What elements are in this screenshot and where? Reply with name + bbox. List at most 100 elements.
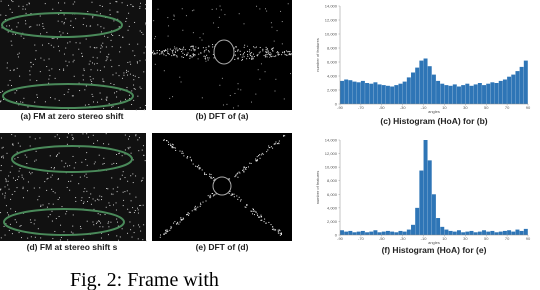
texture-dot [266, 53, 268, 55]
texture-dot [132, 173, 134, 175]
texture-dot [272, 50, 274, 52]
texture-dot [50, 44, 52, 46]
texture-dot [103, 143, 105, 145]
texture-dot [157, 8, 159, 10]
texture-dot [48, 69, 50, 71]
texture-dot [5, 14, 7, 16]
texture-dot [101, 98, 103, 100]
texture-dot [92, 15, 94, 17]
texture-dot [14, 158, 16, 160]
texture-dot [279, 230, 281, 232]
texture-dot [171, 49, 173, 51]
texture-dot [164, 229, 166, 231]
texture-dot [51, 68, 53, 70]
texture-dot [115, 209, 117, 211]
texture-dot [162, 52, 164, 54]
texture-dot [166, 229, 168, 231]
texture-dot [97, 101, 99, 103]
texture-dot [128, 25, 130, 27]
texture-dot [132, 50, 134, 52]
texture-dot [9, 171, 11, 173]
texture-dot [43, 59, 45, 61]
texture-dot [38, 195, 40, 197]
texture-dot [112, 105, 114, 107]
texture-dot [13, 69, 15, 71]
texture-dot [156, 50, 158, 52]
texture-dot [117, 107, 119, 109]
texture-dot [9, 223, 11, 225]
texture-dot [250, 101, 252, 103]
texture-dot [29, 70, 31, 72]
texture-dot [126, 86, 128, 88]
texture-dot [199, 167, 201, 169]
texture-dot [249, 53, 251, 55]
texture-dot [283, 98, 285, 100]
texture-dot [103, 66, 105, 68]
texture-dot [275, 78, 277, 80]
bar [482, 230, 487, 235]
texture-dot [2, 146, 4, 148]
texture-dot [129, 146, 131, 148]
texture-dot [122, 205, 124, 207]
texture-dot [103, 107, 105, 109]
texture-dot [110, 39, 112, 41]
texture-dot [237, 198, 239, 200]
bar [369, 83, 374, 104]
texture-dot [182, 48, 184, 50]
texture-dot [42, 25, 44, 27]
texture-dot [285, 54, 287, 56]
texture-dot [78, 146, 80, 148]
x-tick-label: 70 [505, 105, 510, 110]
caption: (d) FM at stereo shift s [27, 242, 118, 252]
texture-dot [99, 214, 101, 216]
bar [448, 230, 453, 235]
texture-dot [117, 11, 119, 13]
texture-dot [89, 46, 91, 48]
texture-dot [79, 90, 81, 92]
texture-dot [142, 145, 144, 147]
texture-dot [97, 140, 99, 142]
texture-dot [182, 49, 184, 51]
bar [398, 83, 403, 104]
texture-dot [267, 51, 269, 53]
texture-dot [97, 24, 99, 26]
texture-dot [16, 101, 18, 103]
texture-dot [78, 82, 80, 84]
bar [431, 194, 436, 235]
texture-dot [81, 55, 83, 57]
texture-dot [154, 36, 156, 38]
texture-dot [0, 165, 2, 167]
texture-dot [18, 5, 20, 7]
texture-dot [78, 183, 80, 185]
texture-dot [10, 85, 12, 87]
texture-dot [9, 8, 11, 10]
texture-dot [245, 204, 247, 206]
texture-dot [261, 216, 263, 218]
x-tick-label: -30 [400, 236, 407, 241]
texture-dot [256, 159, 258, 161]
texture-dot [288, 52, 290, 54]
texture-dot [59, 239, 61, 241]
texture-dot [59, 69, 61, 71]
texture-dot [258, 155, 260, 157]
texture-dot [136, 61, 138, 63]
texture-dot [109, 2, 111, 4]
texture-dot [189, 57, 191, 59]
texture-dot [142, 239, 144, 241]
texture-dot [108, 103, 110, 105]
texture-dot [90, 25, 92, 27]
y-tick-label: 10,000 [325, 32, 338, 37]
texture-dot [133, 99, 135, 101]
texture-dot [283, 51, 285, 53]
texture-dot [126, 190, 128, 192]
texture-dot [278, 143, 280, 145]
texture-dot [174, 47, 176, 49]
texture-dot [164, 50, 166, 52]
texture-dot [134, 88, 136, 90]
texture-dot [258, 216, 260, 218]
x-tick-label: 10 [442, 105, 447, 110]
texture-dot [100, 26, 102, 28]
texture-dot [33, 223, 35, 225]
texture-dot [92, 17, 94, 19]
